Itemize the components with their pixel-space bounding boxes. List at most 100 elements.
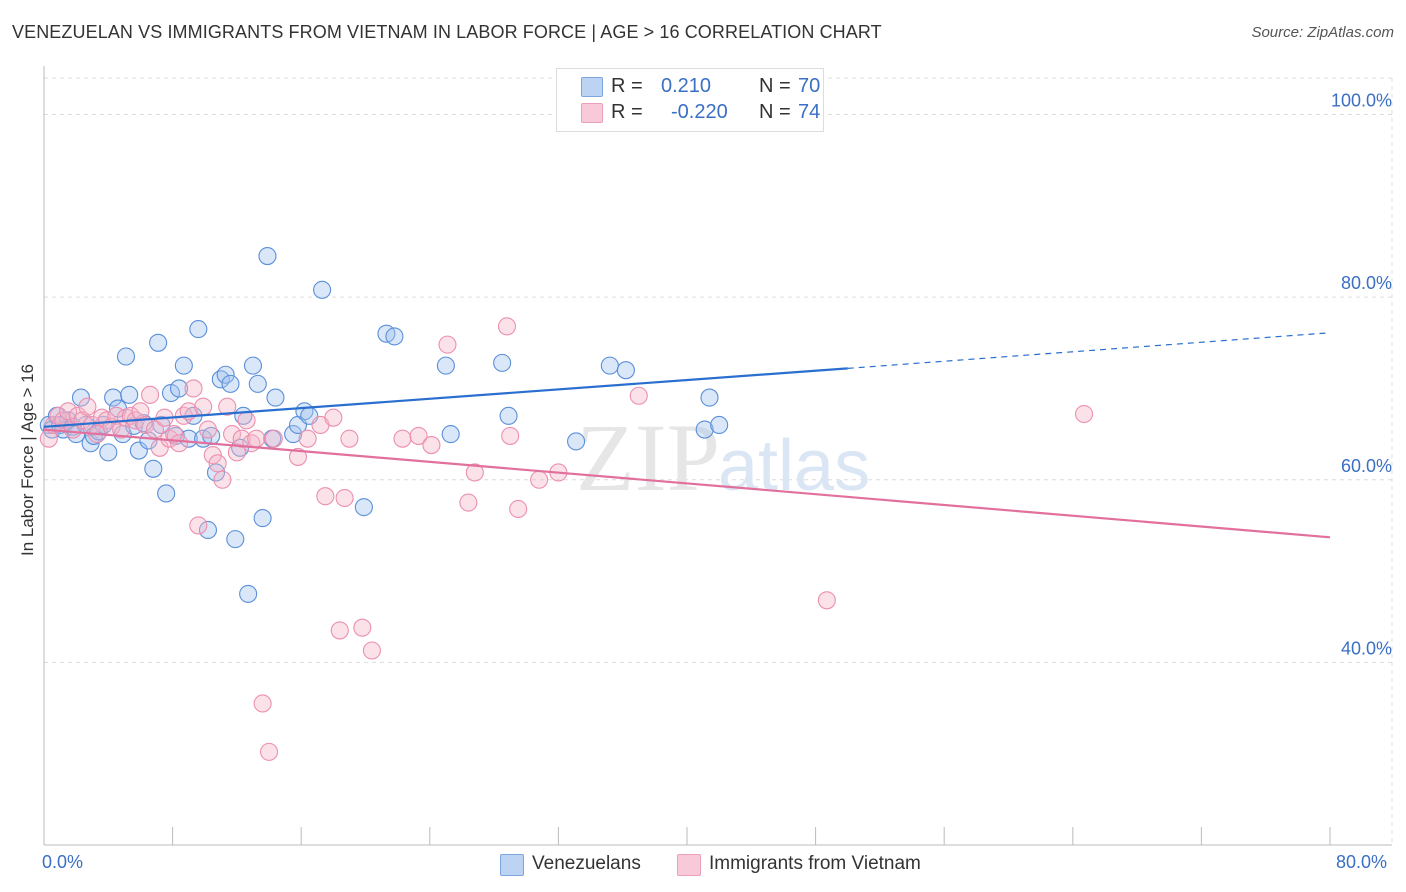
legend-n-value: 70 <box>798 75 821 97</box>
venezuelan-point <box>385 327 404 346</box>
vietnam-point <box>629 386 648 405</box>
vietnam-point <box>198 420 218 439</box>
vietnam-point <box>169 434 189 453</box>
vietnam-points <box>39 317 1094 761</box>
venezuelan-point <box>284 425 303 444</box>
series-swatch-pink <box>677 854 701 876</box>
vietnam-point <box>298 429 317 448</box>
chart-title: VENEZUELAN VS IMMIGRANTS FROM VIETNAM IN… <box>12 22 882 42</box>
vietnam-point <box>227 443 246 462</box>
vietnam-point <box>409 426 428 445</box>
vietnam-point <box>189 516 208 535</box>
vietnam-point <box>530 470 549 489</box>
vietnam-point <box>335 488 354 508</box>
venezuelan-point <box>253 509 272 528</box>
vietnam-point <box>501 426 520 445</box>
venezuelan-point <box>499 406 518 425</box>
venezuelan-point <box>99 443 118 462</box>
legend-r-label: R = <box>611 101 643 123</box>
vietnam-point <box>78 397 97 416</box>
vietnam-point <box>438 335 457 354</box>
legend-r-value: 0.210 <box>661 75 712 97</box>
venezuelan-point <box>216 365 235 384</box>
venezuelan-point <box>313 280 332 299</box>
venezuelan-point <box>248 374 267 393</box>
vietnam-point <box>817 591 836 610</box>
vietnam-point <box>213 470 232 489</box>
series-swatch-blue <box>500 854 524 876</box>
y-tick-labels: 40.0% 60.0% 80.0% 100.0% <box>1331 91 1392 659</box>
vietnam-point <box>340 429 359 448</box>
venezuelans-trend-extension <box>847 332 1331 369</box>
venezuelan-point <box>436 356 455 375</box>
venezuelan-point <box>206 463 226 482</box>
venezuelan-point <box>616 361 635 380</box>
venezuelan-point <box>266 388 285 407</box>
legend-r-label: R = <box>611 75 643 97</box>
axes <box>43 66 1392 846</box>
trend-lines <box>43 332 1331 539</box>
source-label: Source: ZipAtlas.com <box>1251 24 1394 41</box>
venezuelan-point <box>354 498 373 517</box>
vietnam-point <box>509 499 528 519</box>
venezuelan-point <box>149 333 168 352</box>
vietnam-point <box>288 447 308 466</box>
venezuelan-point <box>198 520 218 540</box>
vietnam-point <box>218 397 237 416</box>
watermark-zip: ZIP <box>576 404 720 511</box>
venezuelan-point <box>139 431 158 450</box>
venezuelan-point <box>144 459 163 478</box>
venezuelan-point <box>239 584 258 603</box>
correlation-legend: R = 0.210 N = 70 R = -0.220 N = 74 <box>556 68 824 132</box>
y-tick-label: 40.0% <box>1341 638 1392 658</box>
vietnam-point <box>223 425 242 444</box>
vietnam-point <box>465 463 484 482</box>
vietnam-point <box>253 694 272 713</box>
venezuelan-point <box>441 425 460 444</box>
vietnam-point <box>1075 404 1094 424</box>
venezuelan-point <box>120 385 139 404</box>
vietnam-point <box>208 454 227 473</box>
venezuelan-point <box>174 356 193 375</box>
legend-n-value: 74 <box>798 101 821 123</box>
venezuelan-point <box>129 441 148 460</box>
venezuelan-point <box>189 320 208 339</box>
vietnam-point <box>194 397 213 416</box>
venezuelan-point <box>695 420 714 439</box>
legend-swatch-pink <box>581 103 603 123</box>
venezuelan-point <box>221 374 240 393</box>
venezuelan-point <box>243 356 263 375</box>
vietnam-point <box>497 317 517 336</box>
x-tick-label-max: 80.0% <box>1336 852 1388 872</box>
legend-r-value: -0.220 <box>671 101 728 123</box>
series-legend: Venezuelans Immigrants from Vietnam <box>0 852 1406 878</box>
y-axis-label: In Labor Force | Age > 16 <box>18 364 37 557</box>
series-legend-label: Immigrants from Vietnam <box>709 853 921 874</box>
vietnam-point <box>353 618 372 637</box>
legend-n-label: N = <box>759 101 791 123</box>
venezuelan-point <box>567 432 586 451</box>
vietnam-trend-line <box>43 428 1331 539</box>
vietnam-point <box>316 487 335 506</box>
series-legend-label: Venezuelans <box>532 853 641 874</box>
venezuelan-point <box>157 484 176 503</box>
venezuelans-trend-line <box>43 367 848 428</box>
vietnam-point <box>141 385 160 404</box>
venezuelan-point <box>116 347 136 366</box>
vietnam-point <box>259 742 279 761</box>
x-tick-label-min: 0.0% <box>42 852 84 872</box>
y-tick-label: 80.0% <box>1341 273 1392 293</box>
vietnam-point <box>184 379 203 398</box>
venezuelan-point <box>226 530 245 549</box>
vietnam-point <box>237 411 256 430</box>
vietnam-point <box>422 436 441 455</box>
vietnam-point <box>247 429 266 448</box>
vietnam-point <box>59 402 78 421</box>
vietnam-point <box>324 408 343 427</box>
y-tick-label: 60.0% <box>1341 456 1392 476</box>
vietnam-point <box>330 621 349 640</box>
venezuelan-point <box>169 379 189 398</box>
vietnam-point <box>264 429 283 448</box>
venezuelan-point <box>258 247 277 266</box>
